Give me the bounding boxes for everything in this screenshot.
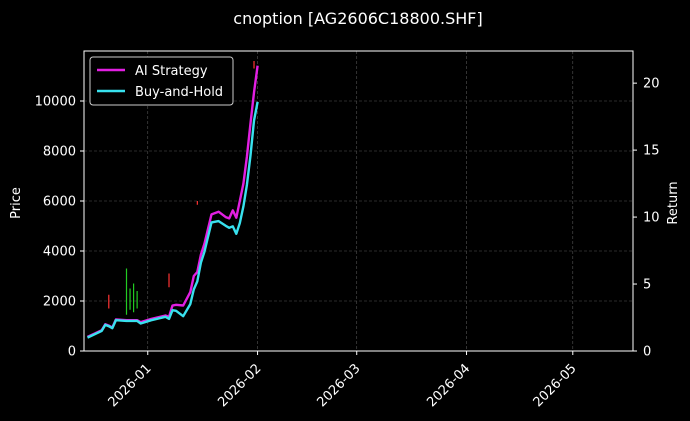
y-tick-label: 8000 xyxy=(43,145,76,160)
y-tick-label: 6000 xyxy=(43,195,76,210)
legend-label-ai-strategy: AI Strategy xyxy=(135,64,208,79)
y2-tick-label: 20 xyxy=(643,77,660,92)
y-tick-label: 0 xyxy=(68,345,76,360)
chart-title: cnoption [AG2606C18800.SHF] xyxy=(233,9,482,28)
legend: AI Strategy Buy-and-Hold xyxy=(89,56,234,106)
y2-tick-label: 0 xyxy=(643,345,651,360)
y-axis-label: Price xyxy=(9,187,24,219)
y-tick-label: 4000 xyxy=(43,245,76,260)
legend-box xyxy=(89,56,234,106)
y2-axis-label: Return xyxy=(666,181,681,224)
legend-label-buy-and-hold: Buy-and-Hold xyxy=(135,85,223,100)
y-tick-label: 10000 xyxy=(35,95,76,110)
series-lines xyxy=(86,65,259,339)
y2-tick-label: 10 xyxy=(643,211,660,226)
y2-tick-label: 15 xyxy=(643,144,660,159)
y2-tick-label: 5 xyxy=(643,278,651,293)
y-tick-label: 2000 xyxy=(43,295,76,310)
price-bars xyxy=(108,61,255,315)
series-line-buy-and-hold xyxy=(86,101,259,339)
